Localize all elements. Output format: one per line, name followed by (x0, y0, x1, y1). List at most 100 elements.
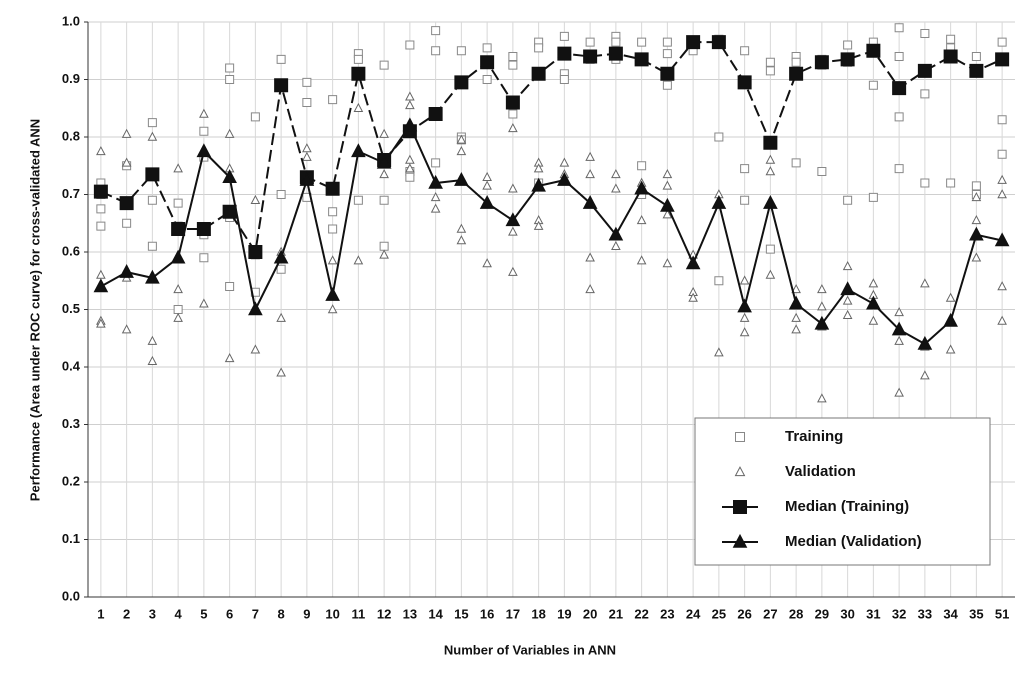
training-validation-point (456, 145, 467, 156)
training-validation-point (971, 252, 982, 262)
median-point (866, 295, 881, 310)
training-validation-point (946, 178, 956, 188)
training-validation-point (482, 43, 492, 53)
training-validation-point (739, 275, 750, 285)
training-validation-point (791, 312, 801, 322)
training-validation-point (585, 151, 595, 161)
median-line (100, 123, 1003, 346)
training-validation-point (843, 40, 853, 50)
training-validation-point (353, 54, 363, 64)
training-validation-point (456, 134, 467, 144)
median-point (608, 226, 624, 241)
training-validation-point (533, 220, 544, 230)
training-validation-point (997, 189, 1007, 199)
training-validation-point (611, 168, 621, 179)
training-validation-point (276, 54, 286, 64)
training-validation-point (920, 29, 930, 38)
median-point (376, 154, 392, 169)
training-validation-point (456, 46, 466, 56)
training-validation-point (379, 128, 389, 138)
training-validation-point (147, 241, 157, 251)
training-validation-point (920, 178, 930, 188)
median-point (557, 172, 572, 186)
training-validation-point (405, 172, 415, 182)
training-validation-point (662, 180, 673, 190)
training-validation-point (868, 192, 878, 202)
training-validation-point (894, 112, 904, 122)
training-validation-point (405, 99, 415, 110)
x-tick-label: 1 (97, 606, 104, 621)
training-validation-point (379, 249, 389, 259)
y-tick-label: 0.0 (62, 588, 80, 603)
training-validation-point (482, 75, 492, 84)
training-validation-point (379, 168, 389, 179)
median-point (428, 174, 443, 189)
training-validation-point (430, 191, 441, 202)
training-validation-point (328, 224, 338, 234)
x-tick-label: 22 (634, 606, 648, 621)
median-point (274, 78, 289, 93)
median-point (737, 298, 752, 313)
x-tick-label: 33 (918, 606, 932, 621)
training-validation-point (276, 264, 286, 274)
x-tick-label: 11 (352, 606, 366, 621)
median-point (222, 169, 237, 184)
x-tick-label: 18 (531, 606, 545, 621)
median-point (428, 107, 443, 121)
training-validation-point (765, 269, 776, 279)
training-validation-point (920, 278, 930, 288)
median-point (660, 66, 675, 81)
training-validation-point (121, 157, 132, 167)
median-line (100, 41, 1003, 255)
median-point (737, 75, 752, 90)
training-validation-point (714, 347, 724, 357)
training-validation-point (405, 163, 415, 173)
training-validation-point (96, 204, 106, 214)
median-point (634, 52, 649, 67)
y-tick-label: 1.0 (62, 13, 80, 28)
training-validation-point (611, 240, 621, 250)
median-point (248, 301, 263, 316)
median-point (222, 204, 237, 219)
median-point (351, 66, 366, 81)
x-tick-label: 5 (200, 606, 207, 621)
median-point (196, 143, 212, 158)
training-validation-point (405, 40, 415, 50)
training-validation-point (276, 190, 286, 199)
x-tick-label: 20 (583, 606, 597, 621)
median-point (840, 52, 855, 67)
training-validation-point (791, 324, 801, 334)
training-validation-point (353, 255, 364, 265)
x-tick-label: 23 (660, 606, 674, 621)
training-validation-point (842, 309, 853, 319)
training-validation-point (534, 43, 544, 53)
median-point (531, 177, 546, 192)
training-validation-point (122, 218, 132, 228)
training-validation-point (353, 195, 363, 205)
training-validation-point (121, 324, 132, 334)
median-point (171, 222, 186, 236)
training-validation-point (379, 195, 389, 205)
training-validation-point (585, 283, 595, 294)
training-validation-point (508, 109, 518, 119)
training-validation-point (173, 305, 183, 314)
training-validation-point (611, 183, 621, 193)
legend-label: Median (Validation) (785, 533, 922, 550)
y-tick-label: 0.4 (62, 358, 81, 373)
training-validation-point (714, 276, 724, 286)
training-validation-point (894, 23, 904, 33)
training-validation-point (559, 31, 569, 41)
median-point (273, 249, 289, 264)
training-validation-point (327, 255, 338, 265)
y-tick-label: 0.1 (62, 531, 80, 546)
training-validation-point (791, 57, 801, 67)
training-validation-point (637, 37, 647, 47)
training-validation-point (637, 161, 647, 171)
median-point (505, 212, 521, 227)
median-point (325, 287, 340, 301)
training-validation-point (765, 66, 775, 76)
training-validation-point (431, 26, 441, 36)
x-tick-label: 2 (123, 606, 130, 621)
x-tick-label: 34 (943, 606, 958, 621)
training-validation-point (147, 118, 157, 128)
